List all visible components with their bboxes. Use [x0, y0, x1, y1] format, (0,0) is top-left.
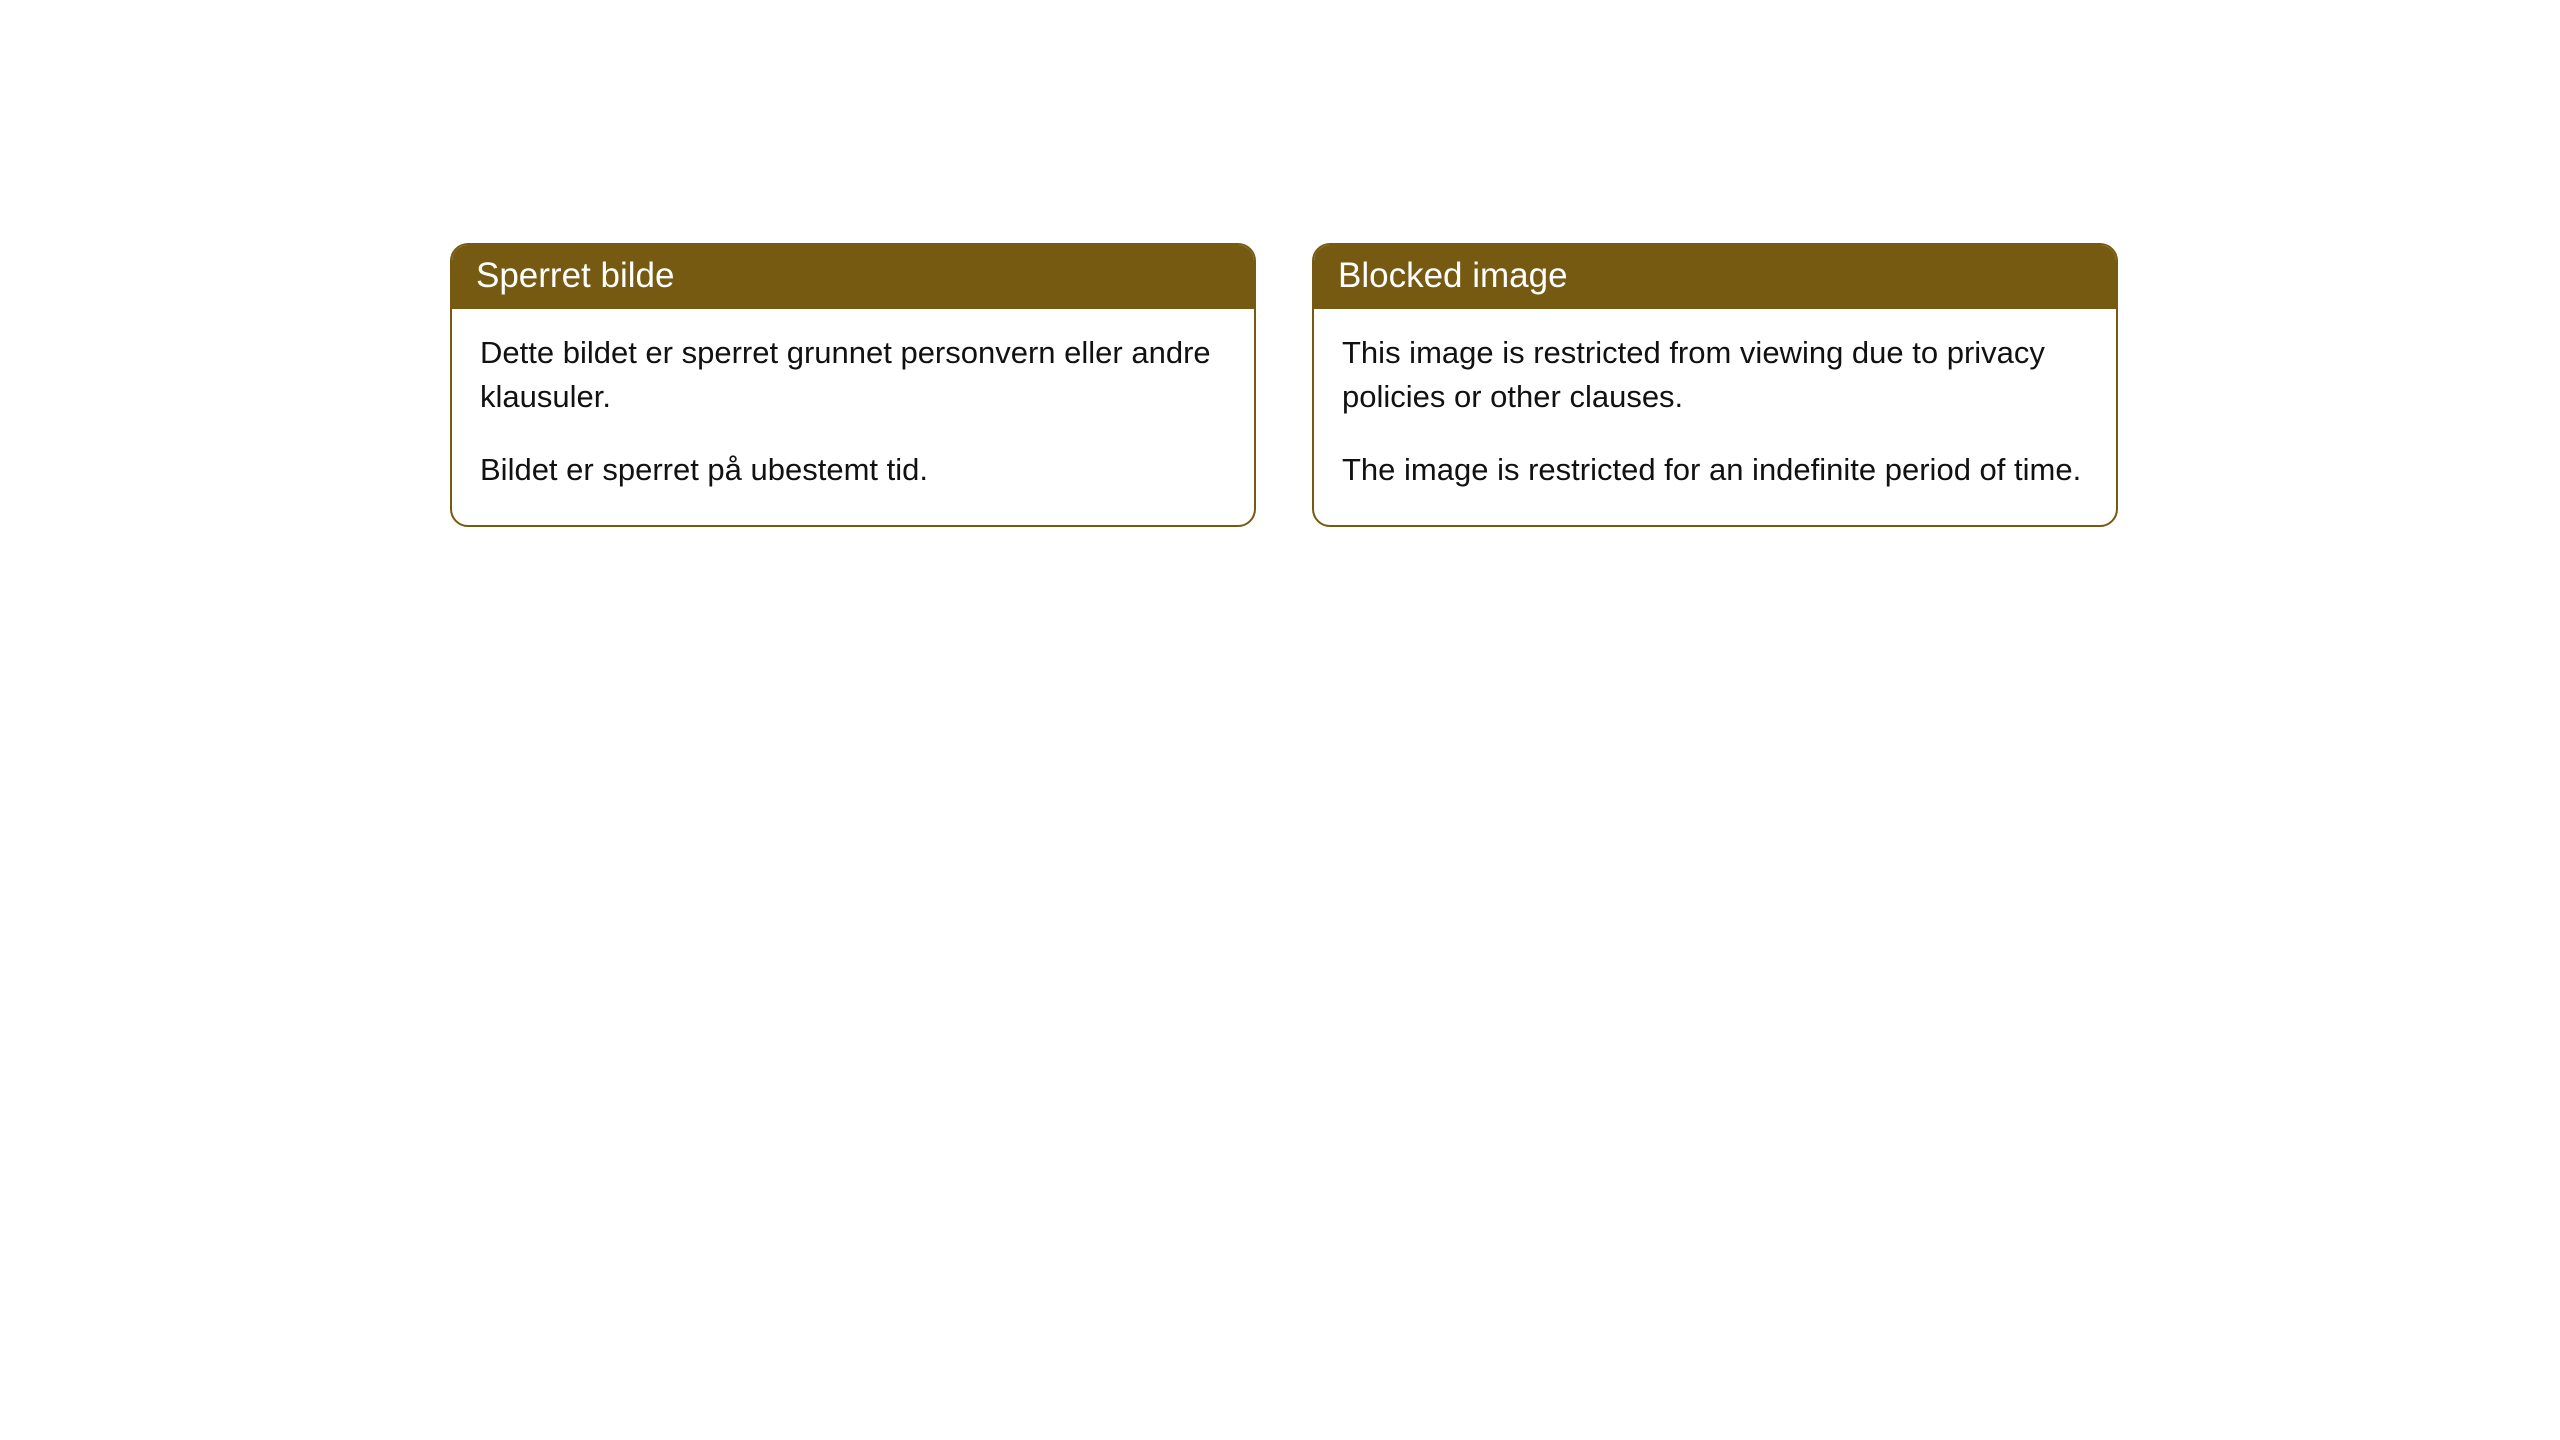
card-body-english: This image is restricted from viewing du… — [1314, 309, 2116, 526]
card-norwegian: Sperret bilde Dette bildet er sperret gr… — [450, 243, 1256, 527]
card-title: Blocked image — [1338, 256, 1568, 295]
card-paragraph: Dette bildet er sperret grunnet personve… — [480, 331, 1226, 421]
card-header-norwegian: Sperret bilde — [452, 245, 1254, 309]
card-english: Blocked image This image is restricted f… — [1312, 243, 2118, 527]
card-title: Sperret bilde — [476, 256, 674, 295]
card-paragraph: Bildet er sperret på ubestemt tid. — [480, 448, 1226, 493]
card-header-english: Blocked image — [1314, 245, 2116, 309]
card-paragraph: This image is restricted from viewing du… — [1342, 331, 2088, 421]
card-paragraph: The image is restricted for an indefinit… — [1342, 448, 2088, 493]
card-body-norwegian: Dette bildet er sperret grunnet personve… — [452, 309, 1254, 526]
cards-container: Sperret bilde Dette bildet er sperret gr… — [450, 243, 2118, 527]
